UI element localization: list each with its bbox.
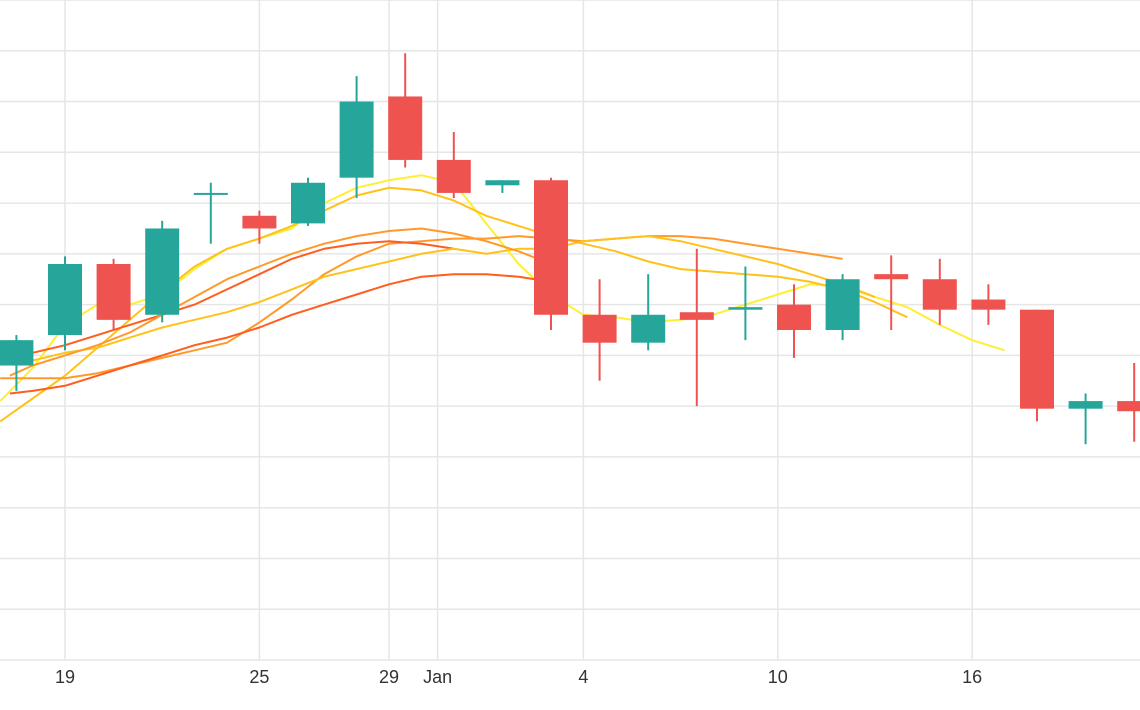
candle-body (0, 340, 34, 366)
candle-body (242, 215, 277, 229)
candle-19 (874, 255, 909, 330)
candle-6 (242, 210, 277, 244)
candle-2 (48, 256, 82, 351)
candle-10 (436, 132, 471, 198)
candle-3 (96, 258, 131, 330)
candle-20 (922, 258, 957, 325)
x-axis-tick-labels: 19 25 29 Jan 4 10 16 (55, 667, 982, 687)
candle-12 (534, 177, 568, 330)
candle-4 (145, 220, 180, 323)
candle-body (339, 101, 374, 178)
candle-body (193, 192, 228, 195)
candle-15 (679, 248, 714, 407)
candle-5 (193, 182, 228, 244)
moving-average-line-4 (0, 240, 454, 362)
moving-average-line-6 (9, 227, 552, 377)
candle-body (291, 182, 325, 224)
candle-13 (582, 279, 617, 381)
candle-1 (0, 335, 34, 391)
x-tick-label: 4 (578, 667, 588, 687)
x-tick-label: 19 (55, 667, 75, 687)
candle-11 (485, 180, 520, 193)
x-tick-label: Jan (423, 667, 452, 687)
candle-body (631, 314, 666, 343)
x-tick-label: 25 (249, 667, 269, 687)
candle-body (777, 304, 811, 330)
grid-lines (0, 0, 1140, 661)
candle-body (1020, 309, 1054, 409)
candle-18 (825, 274, 860, 341)
candle-body (582, 314, 617, 343)
candle-8 (339, 76, 374, 198)
candle-body (485, 180, 520, 186)
candles (0, 53, 1140, 445)
x-tick-label: 29 (379, 667, 399, 687)
candle-body (436, 159, 471, 193)
x-tick-label: 10 (768, 667, 788, 687)
candle-body (1117, 401, 1140, 412)
candle-body (971, 299, 1006, 310)
candle-body (145, 228, 180, 315)
candle-24 (1117, 363, 1140, 442)
candle-21 (971, 284, 1006, 325)
candle-14 (631, 274, 666, 351)
candle-body (48, 264, 82, 336)
candle-body (679, 312, 714, 320)
candle-9 (388, 53, 423, 168)
candle-body (388, 96, 423, 160)
candle-17 (777, 284, 811, 358)
candle-body (1068, 401, 1103, 409)
candle-22 (1020, 309, 1054, 422)
candle-body (922, 279, 957, 310)
candle-body (534, 180, 568, 315)
candle-7 (291, 177, 325, 226)
candle-body (728, 307, 763, 310)
candle-body (874, 274, 909, 280)
candle-body (96, 264, 131, 320)
x-tick-label: 16 (962, 667, 982, 687)
moving-average-line-7 (9, 273, 552, 395)
candle-16 (728, 266, 763, 341)
candle-23 (1068, 393, 1103, 445)
moving-average-line-5 (9, 235, 876, 364)
candle-body (825, 279, 860, 330)
